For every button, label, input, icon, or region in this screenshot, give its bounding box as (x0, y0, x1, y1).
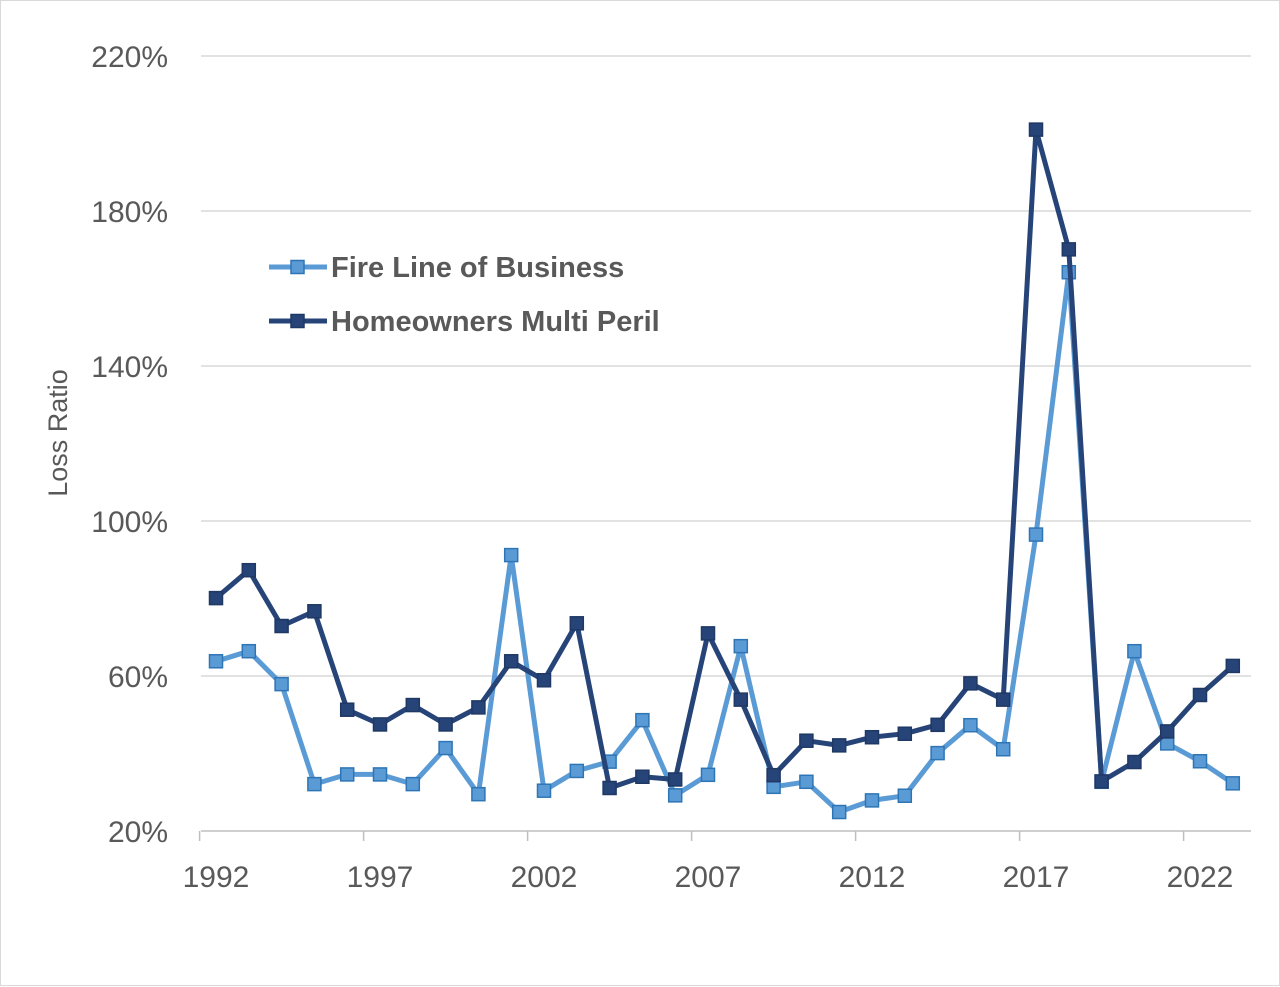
x-tick-label: 2007 (675, 861, 742, 894)
data-point-marker (766, 767, 781, 783)
data-point-marker (569, 616, 585, 631)
data-point-marker (1192, 754, 1208, 769)
x-tick-label: 1992 (183, 861, 250, 894)
y-axis-title: Loss Ratio (43, 369, 73, 497)
legend-item: Fire Line of Business (269, 252, 624, 284)
data-point-marker (471, 786, 486, 802)
data-point-marker (1094, 774, 1109, 789)
data-point-marker (1225, 658, 1241, 674)
x-tick-label: 1997 (347, 861, 414, 894)
data-point-marker (241, 643, 257, 659)
legend-marker-swatch (290, 259, 305, 275)
x-tick-label: 2017 (1003, 861, 1070, 894)
y-tick-label: 60% (108, 661, 168, 694)
data-point-marker (569, 763, 585, 779)
data-point-marker (930, 717, 945, 733)
data-point-marker (372, 717, 388, 732)
data-point-marker (963, 676, 978, 691)
series-line (214, 127, 1235, 791)
data-point-marker (799, 733, 814, 748)
data-point-marker (635, 769, 650, 784)
data-point-marker (1028, 527, 1044, 542)
legend-item: Homeowners Multi Peril (269, 306, 660, 338)
x-tick-label: 2022 (1167, 861, 1234, 894)
data-point-marker (274, 618, 289, 634)
series-homeowners-multi-peril (208, 122, 1241, 796)
x-tick-label: 2012 (839, 861, 906, 894)
data-point-marker (208, 654, 224, 669)
y-tick-label: 140% (91, 351, 168, 384)
data-point-marker (897, 726, 913, 741)
data-point-marker (438, 717, 453, 732)
data-point-marker (1159, 724, 1175, 739)
data-point-marker (635, 712, 650, 728)
data-point-marker (831, 738, 847, 753)
data-point-marker (1127, 754, 1142, 770)
data-point-marker (339, 767, 355, 782)
x-tick-label: 2002 (511, 861, 578, 894)
data-point-marker (503, 547, 519, 563)
series-fire-line-of-business (208, 264, 1241, 820)
data-point-marker (405, 697, 421, 713)
y-tick-label: 220% (91, 41, 168, 74)
data-point-marker (897, 788, 913, 803)
data-point-marker (438, 740, 453, 756)
data-point-marker (963, 717, 978, 733)
data-point-marker (733, 692, 749, 707)
data-point-marker (667, 788, 683, 803)
y-tick-label: 100% (91, 506, 168, 539)
data-point-marker (1225, 776, 1241, 791)
series-line (215, 269, 1235, 815)
data-point-marker (930, 745, 945, 761)
data-point-marker (831, 804, 847, 820)
data-point-marker (1028, 122, 1044, 137)
data-point-marker (995, 741, 1011, 757)
data-point-marker (503, 654, 519, 669)
data-point-marker (1127, 643, 1142, 659)
data-point-marker (667, 772, 683, 787)
data-point-marker (339, 702, 355, 717)
data-point-marker (864, 793, 880, 808)
data-point-marker (602, 780, 617, 796)
data-point-marker (405, 776, 421, 792)
data-point-marker (799, 774, 814, 790)
data-point-marker (307, 776, 322, 792)
data-point-marker (536, 673, 552, 688)
data-point-marker (208, 590, 224, 606)
data-point-marker (700, 767, 716, 783)
data-point-marker (536, 783, 552, 798)
data-point-marker (864, 729, 880, 745)
y-tick-label: 20% (108, 816, 168, 849)
data-point-marker (1192, 687, 1208, 703)
y-tick-label: 180% (91, 196, 168, 229)
data-point-marker (372, 767, 388, 782)
legend-label: Fire Line of Business (331, 252, 624, 284)
data-point-marker (995, 692, 1011, 707)
data-point-marker (1061, 242, 1077, 257)
data-point-marker (471, 700, 486, 715)
data-point-marker (307, 604, 322, 619)
data-point-marker (733, 638, 749, 654)
data-point-marker (241, 562, 257, 578)
data-point-marker (274, 676, 289, 692)
legend-label: Homeowners Multi Peril (331, 306, 660, 338)
data-point-marker (700, 626, 716, 641)
legend-marker-swatch (290, 313, 305, 329)
